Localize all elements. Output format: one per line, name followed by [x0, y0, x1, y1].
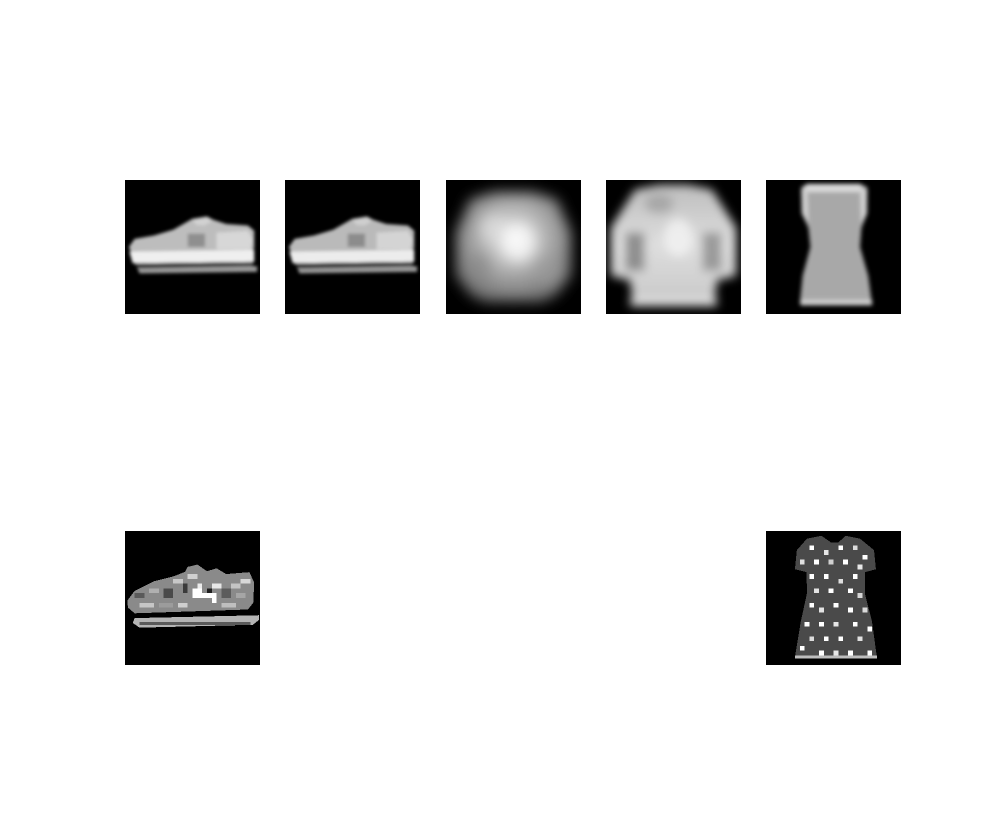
- image-panel-sneaker-original: [125, 531, 260, 665]
- sneaker-image: [285, 180, 420, 314]
- image-panel-sneaker-reconstruction-1: [125, 180, 260, 314]
- image-panel-dress-reconstruction: [766, 180, 901, 314]
- shirt-image: [446, 180, 581, 314]
- image-panel-dress-original: [766, 531, 901, 665]
- dress-image: [766, 531, 901, 665]
- image-panel-sneaker-reconstruction-2: [285, 180, 420, 314]
- sneaker-image: [125, 180, 260, 314]
- sneaker-image: [125, 531, 260, 665]
- dress-image: [766, 180, 901, 314]
- image-panel-shirt-reconstruction-1: [446, 180, 581, 314]
- image-panel-shirt-reconstruction-2: [606, 180, 741, 314]
- shirt-image: [606, 180, 741, 314]
